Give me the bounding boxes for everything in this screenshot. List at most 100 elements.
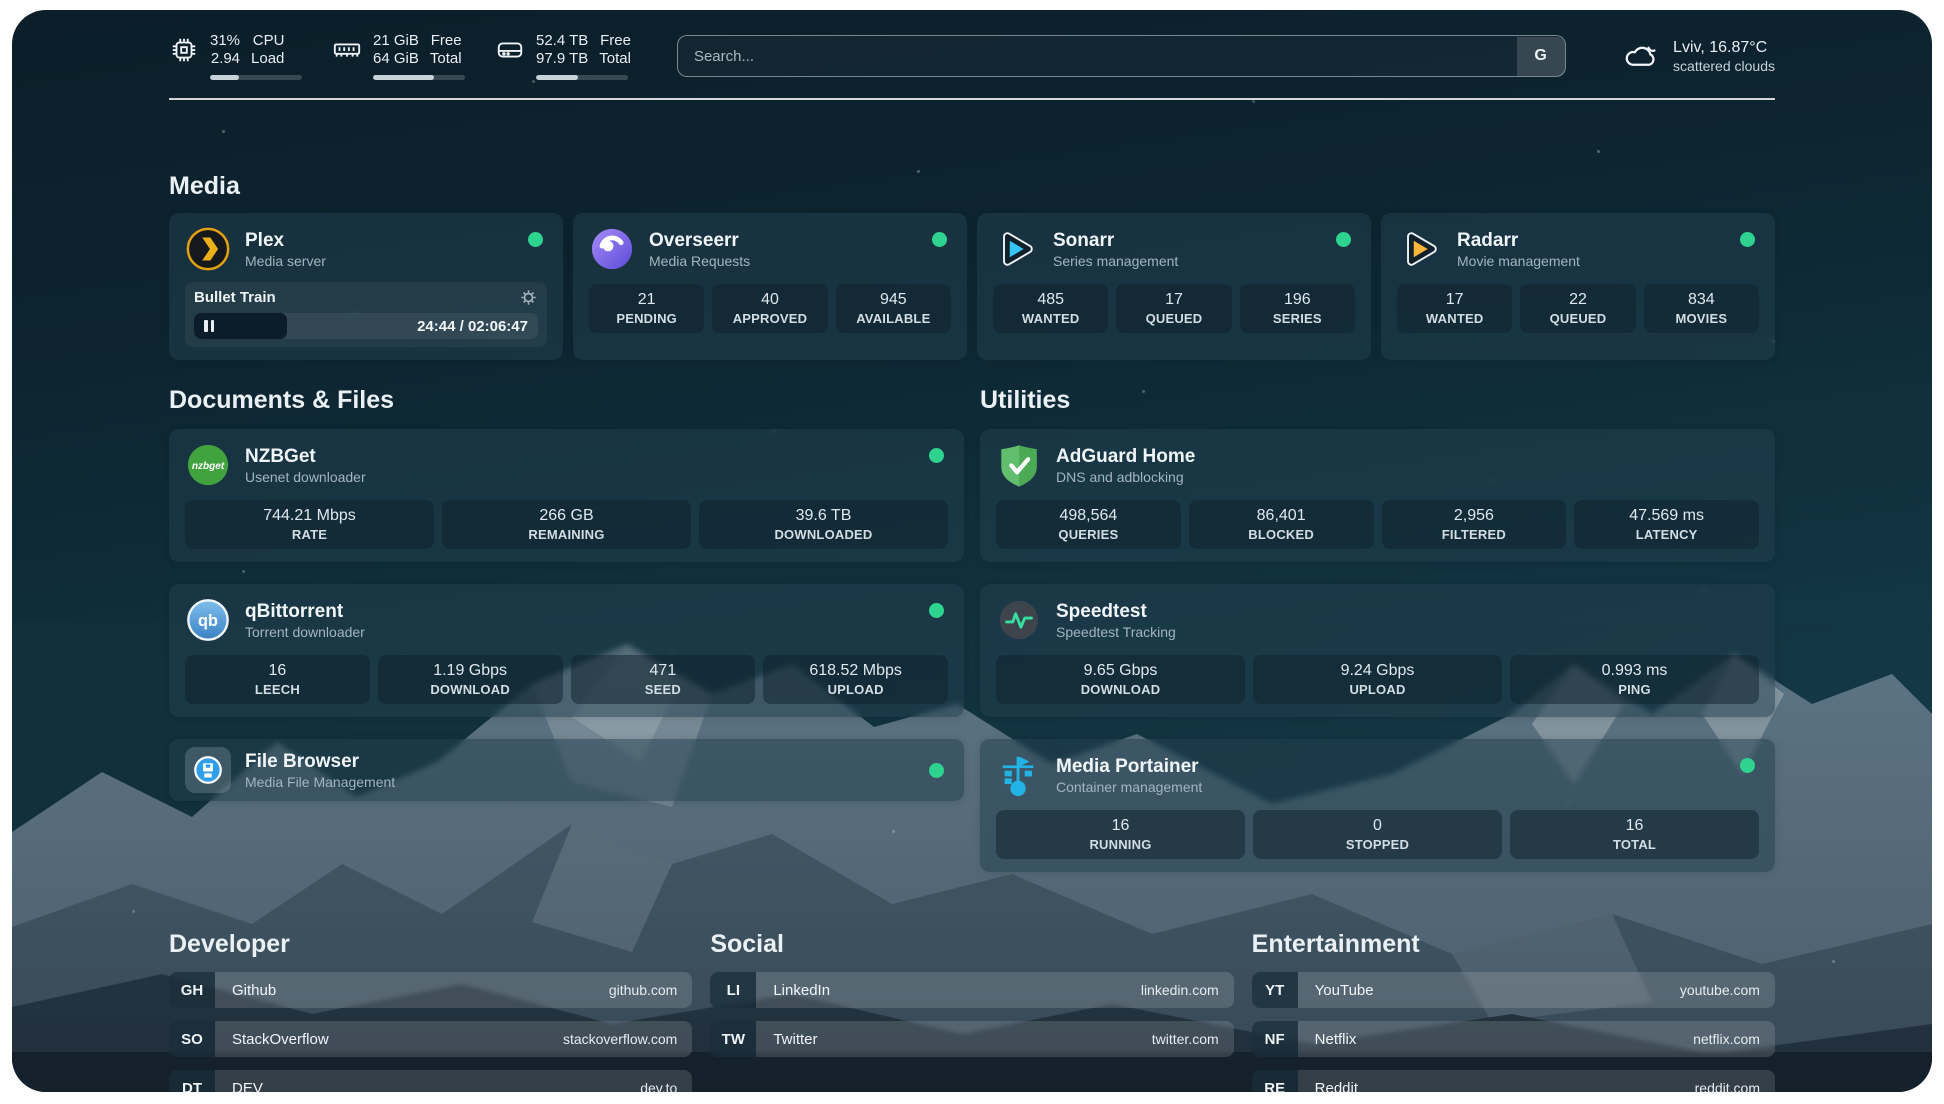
bookmark-github[interactable]: GH Github github.com xyxy=(169,972,693,1008)
stat-seed: 471 SEED xyxy=(570,655,756,704)
stat-filtered: 2,956 FILTERED xyxy=(1381,500,1567,549)
now-playing-title: Bullet Train xyxy=(194,289,276,306)
service-name: Overseerr xyxy=(649,229,739,251)
bookmark-url: dev.to xyxy=(640,1080,678,1092)
stat-queries: 498,564 QUERIES xyxy=(996,500,1181,549)
dashboard-window: 31% 2.94 CPU Load xyxy=(12,10,1932,1092)
service-desc: Media Requests xyxy=(649,252,751,269)
bookmark-youtube[interactable]: YT YouTube youtube.com xyxy=(1251,972,1775,1008)
header-separator xyxy=(169,98,1775,100)
bookmark-name: Reddit xyxy=(1314,1079,1359,1093)
bookmark-netflix[interactable]: NF Netflix netflix.com xyxy=(1251,1021,1775,1057)
svg-text:nzbget: nzbget xyxy=(192,461,225,472)
search-provider-button[interactable]: G xyxy=(1516,36,1565,76)
memory-label-1: Free xyxy=(430,32,462,49)
service-card-overseerr[interactable]: Overseerr Media Requests 21 PENDING 40 A… xyxy=(573,213,967,360)
disk-progress-fill xyxy=(536,75,579,80)
bookmark-reddit[interactable]: RE Reddit reddit.com xyxy=(1251,1070,1775,1093)
service-desc: Media server xyxy=(245,252,326,269)
service-name: File Browser xyxy=(245,750,360,772)
bookmark-abbr: NF xyxy=(1251,1021,1298,1057)
weather-location-temp: Lviv, 16.87°C xyxy=(1673,38,1768,56)
cpu-label-1: CPU xyxy=(252,32,285,49)
stat-queued: 17 QUEUED xyxy=(1116,284,1232,333)
memory-free-value: 21 GiB xyxy=(373,32,419,49)
stat-download: 9.65 Gbps DOWNLOAD xyxy=(996,655,1245,704)
bookmark-abbr: SO xyxy=(169,1021,215,1057)
stat-upload: 618.52 Mbps UPLOAD xyxy=(763,655,948,704)
disk-label-1: Free xyxy=(600,32,631,49)
media-cards-row: Plex Media server Bullet Train xyxy=(169,213,1775,360)
disk-icon xyxy=(497,42,523,58)
bookmark-dev[interactable]: DT DEV dev.to xyxy=(169,1070,693,1092)
search-bar: G xyxy=(676,35,1567,77)
service-card-portainer[interactable]: Media Portainer Container management 16 … xyxy=(980,739,1775,872)
section-title-documents: Documents & Files xyxy=(169,386,395,414)
cpu-icon xyxy=(172,38,196,62)
status-dot xyxy=(1336,232,1351,247)
stat-queued: 22 QUEUED xyxy=(1520,284,1636,333)
service-card-adguard[interactable]: AdGuard Home DNS and adblocking 498,564 … xyxy=(980,429,1775,562)
playback-progress-fill xyxy=(194,313,287,339)
stat-wanted: 485 WANTED xyxy=(993,284,1109,333)
service-card-qbittorrent[interactable]: qb qBittorrent Torrent downloader 16 LEE… xyxy=(169,584,964,717)
stat-blocked: 86,401 BLOCKED xyxy=(1188,500,1374,549)
bookmark-url: twitter.com xyxy=(1151,1031,1219,1047)
section-title-entertainment: Entertainment xyxy=(1251,930,1420,958)
service-desc: Usenet downloader xyxy=(245,468,366,485)
service-card-radarr[interactable]: Radarr Movie management 17 WANTED 22 QUE… xyxy=(1381,213,1775,360)
adguard-icon xyxy=(996,442,1042,488)
bookmark-name: StackOverflow xyxy=(232,1030,329,1048)
service-card-speedtest[interactable]: Speedtest Speedtest Tracking 9.65 Gbps D… xyxy=(980,584,1775,717)
status-dot xyxy=(1740,232,1755,247)
stat-total: 16 TOTAL xyxy=(1510,810,1759,859)
disk-total-value: 97.9 TB xyxy=(536,50,589,67)
memory-icon xyxy=(333,43,361,57)
gear-icon[interactable] xyxy=(519,288,538,307)
bookmark-group-social: Social LI LinkedIn linkedin.com TW Twitt… xyxy=(710,930,1234,1092)
playback-time: 24:44 / 02:06:47 xyxy=(417,317,528,335)
service-card-filebrowser[interactable]: File Browser Media File Management xyxy=(169,739,964,801)
weather-widget: Lviv, 16.87°C scattered clouds xyxy=(1622,37,1775,75)
sonarr-icon xyxy=(993,226,1039,272)
portainer-icon xyxy=(996,752,1042,798)
qbittorrent-icon: qb xyxy=(185,597,231,643)
bookmark-name: YouTube xyxy=(1314,981,1374,999)
status-dot xyxy=(929,448,944,463)
section-title-developer: Developer xyxy=(169,930,290,958)
service-card-sonarr[interactable]: Sonarr Series management 485 WANTED 17 Q… xyxy=(977,213,1371,360)
stat-series: 196 SERIES xyxy=(1239,284,1355,333)
service-card-nzbget[interactable]: nzbget NZBGet Usenet downloader 744.21 M… xyxy=(169,429,964,562)
status-dot xyxy=(1740,758,1755,773)
cpu-percent: 31% xyxy=(210,32,241,49)
status-dot xyxy=(929,603,944,618)
top-bar: 31% 2.94 CPU Load xyxy=(169,32,1775,80)
bookmark-abbr: RE xyxy=(1251,1070,1298,1092)
bookmark-name: Github xyxy=(232,981,277,999)
bookmark-group-developer: Developer GH Github github.com SO StackO… xyxy=(169,930,693,1092)
service-name: NZBGet xyxy=(245,445,316,467)
cpu-load-value: 2.94 xyxy=(210,50,241,67)
documents-column: Documents & Files nzbget NZBGet Usenet d… xyxy=(169,386,964,872)
cpu-widget: 31% 2.94 CPU Load xyxy=(169,32,302,80)
status-dot xyxy=(932,232,947,247)
overseerr-icon xyxy=(589,226,635,272)
bookmark-linkedin[interactable]: LI LinkedIn linkedin.com xyxy=(710,972,1234,1008)
bookmark-url: youtube.com xyxy=(1679,982,1760,998)
service-name: Sonarr xyxy=(1053,229,1115,251)
svg-text:qb: qb xyxy=(198,612,218,630)
utilities-column: Utilities AdGuard Home xyxy=(980,386,1775,872)
snow-specks xyxy=(12,10,15,13)
stat-downloaded: 39.6 TB DOWNLOADED xyxy=(699,500,948,549)
service-card-plex[interactable]: Plex Media server Bullet Train xyxy=(169,213,563,360)
cpu-progress-fill xyxy=(210,75,239,80)
stat-pending: 21 PENDING xyxy=(589,284,705,333)
bookmark-twitter[interactable]: TW Twitter twitter.com xyxy=(710,1021,1234,1057)
search-input[interactable] xyxy=(676,35,1567,77)
stat-available: 945 AVAILABLE xyxy=(835,284,951,333)
stat-movies: 834 MOVIES xyxy=(1643,284,1759,333)
section-title-social: Social xyxy=(710,930,784,958)
bookmark-stackoverflow[interactable]: SO StackOverflow stackoverflow.com xyxy=(169,1021,693,1057)
bookmark-url: github.com xyxy=(608,982,678,998)
service-name: Media Portainer xyxy=(1056,755,1199,777)
